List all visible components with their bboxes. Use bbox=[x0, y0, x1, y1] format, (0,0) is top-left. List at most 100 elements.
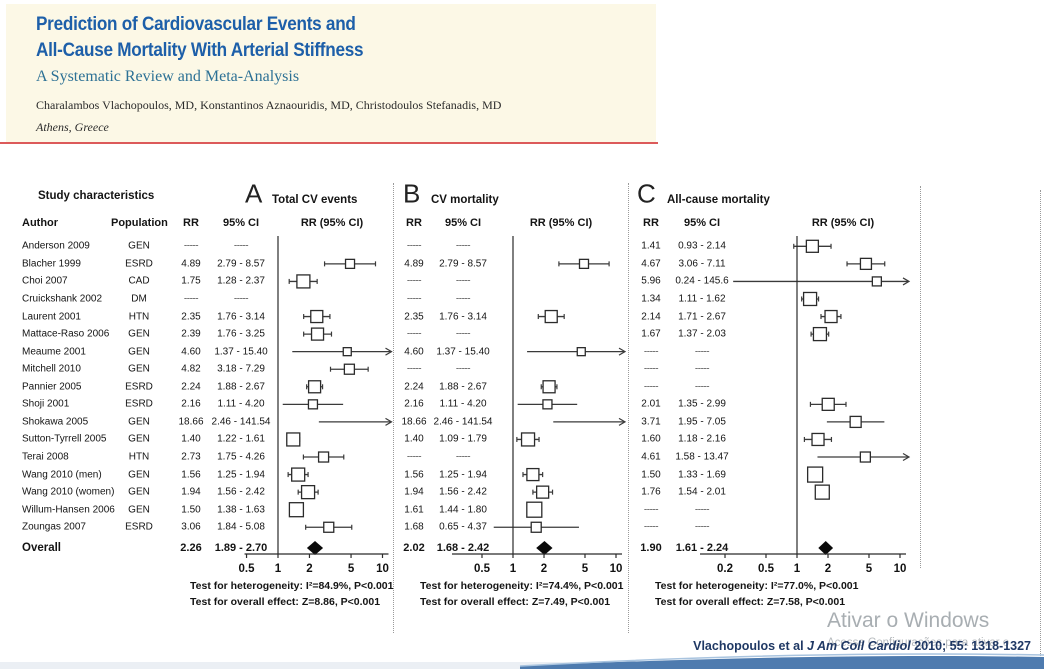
ci-value: 1.54 - 2.01 bbox=[678, 486, 726, 498]
rr-value: ----- bbox=[406, 240, 422, 252]
rr-value: ----- bbox=[406, 451, 422, 463]
effect-square bbox=[286, 432, 301, 447]
ci-value: 1.76 - 3.14 bbox=[217, 311, 265, 323]
panel-a-overall-effect: Test for overall effect: Z=8.86, P<0.001 bbox=[190, 596, 381, 608]
ci-value: 1.88 - 2.67 bbox=[217, 381, 265, 393]
study-population: GEN bbox=[128, 240, 150, 252]
panel-separator-bc bbox=[628, 183, 629, 633]
rr-value: 1.76 bbox=[641, 486, 661, 498]
rr-value: 2.24 bbox=[181, 381, 201, 393]
ci-value: 2.46 - 141.54 bbox=[211, 416, 271, 428]
overall-label: Overall bbox=[22, 542, 61, 554]
panel-a-letter: A bbox=[245, 178, 263, 209]
effect-square bbox=[542, 380, 556, 394]
overall-rr: 1.90 bbox=[640, 542, 662, 554]
rr-value: 2.16 bbox=[181, 398, 201, 410]
axis-tick-label: 1 bbox=[510, 563, 517, 575]
col-header-rr-c: RR bbox=[643, 217, 659, 229]
col-header-population: Population bbox=[111, 217, 168, 229]
rr-value: ----- bbox=[183, 293, 199, 305]
effect-square bbox=[849, 415, 862, 429]
study-author: Laurent 2001 bbox=[22, 311, 81, 323]
rr-value: 2.35 bbox=[181, 311, 201, 323]
study-population: ESRD bbox=[125, 258, 153, 270]
axis-tick-label: 0.5 bbox=[474, 563, 491, 575]
ci-value: 1.25 - 1.94 bbox=[439, 469, 487, 481]
ci-value: ----- bbox=[455, 451, 471, 463]
effect-square bbox=[526, 501, 543, 518]
col-header-author: Author bbox=[22, 217, 59, 229]
study-author: Shokawa 2005 bbox=[22, 416, 89, 428]
ci-value: 1.18 - 2.16 bbox=[678, 433, 726, 445]
effect-square bbox=[859, 257, 873, 271]
rr-value: 1.56 bbox=[181, 469, 201, 481]
ci-value: 1.11 - 4.20 bbox=[217, 398, 265, 410]
citation: Vlachopoulos et al J Am Coll Cardiol 201… bbox=[693, 639, 1031, 653]
overall-rr: 2.26 bbox=[180, 542, 202, 554]
effect-square bbox=[307, 380, 322, 394]
study-population: GEN bbox=[128, 469, 150, 481]
overall-diamond bbox=[536, 541, 553, 555]
effect-square bbox=[824, 309, 838, 324]
arrowhead bbox=[618, 417, 627, 426]
ci-value: 1.76 - 3.25 bbox=[217, 328, 265, 340]
ci-value: 3.06 - 7.11 bbox=[678, 258, 726, 270]
effect-square bbox=[812, 326, 828, 342]
panel-a-heterogeneity: Test for heterogeneity: I²=84.9%, P<0.00… bbox=[190, 580, 394, 592]
paper-subtitle: A Systematic Review and Meta-Analysis bbox=[36, 68, 300, 85]
col-header-plot-b: RR (95% CI) bbox=[529, 217, 593, 229]
effect-square bbox=[871, 276, 883, 287]
rr-value: 1.40 bbox=[404, 433, 424, 445]
rr-value: ----- bbox=[643, 521, 659, 533]
study-author: Terai 2008 bbox=[22, 451, 69, 463]
panel-b-heterogeneity: Test for heterogeneity: I²=74.4%, P<0.00… bbox=[420, 580, 624, 592]
ci-value: 1.35 - 2.99 bbox=[678, 398, 726, 410]
ci-value: 1.44 - 1.80 bbox=[439, 504, 487, 516]
axis-tick-label: 10 bbox=[610, 563, 623, 575]
windows-activation-watermark-sub: Acesse Configurações para ativar o bbox=[827, 637, 1010, 649]
ci-value: 1.76 - 3.14 bbox=[439, 311, 487, 323]
ci-value: 2.79 - 8.57 bbox=[439, 258, 487, 270]
effect-square bbox=[805, 239, 820, 253]
study-population: DM bbox=[131, 293, 147, 305]
axis-tick-label: 1 bbox=[275, 563, 282, 575]
study-population: GEN bbox=[128, 346, 150, 358]
rr-value: 1.34 bbox=[641, 293, 661, 305]
axis-tick-label: 2 bbox=[541, 563, 547, 575]
axis-tick-label: 0.5 bbox=[758, 563, 775, 575]
rr-value: ----- bbox=[643, 363, 659, 375]
rr-value: 1.94 bbox=[404, 486, 424, 498]
effect-square bbox=[296, 274, 311, 289]
ci-value: 1.11 - 1.62 bbox=[678, 293, 726, 305]
ci-value: 1.37 - 15.40 bbox=[214, 346, 268, 358]
rr-value: 5.96 bbox=[641, 275, 661, 287]
axis-tick-label: 2 bbox=[825, 563, 831, 575]
windows-activation-watermark: Ativar o Windows bbox=[827, 609, 990, 632]
rr-value: 4.60 bbox=[181, 346, 201, 358]
rr-value: 1.41 bbox=[641, 240, 661, 252]
ci-value: ----- bbox=[694, 521, 710, 533]
ci-value: ----- bbox=[694, 504, 710, 516]
ci-value: 1.95 - 7.05 bbox=[678, 416, 726, 428]
overall-ci: 1.61 - 2.24 bbox=[675, 542, 729, 554]
ci-value: 2.46 - 141.54 bbox=[433, 416, 493, 428]
ci-value: 0.24 - 145.6 bbox=[675, 275, 729, 287]
rr-value: 1.50 bbox=[641, 469, 661, 481]
study-population: GEN bbox=[128, 363, 150, 375]
ci-value: ----- bbox=[455, 328, 471, 340]
ci-value: ----- bbox=[233, 240, 249, 252]
ci-value: 1.58 - 13.47 bbox=[675, 451, 729, 463]
paper-header: Prediction of Cardiovascular Events and … bbox=[6, 4, 656, 142]
panel-b-title: CV mortality bbox=[431, 194, 499, 206]
ci-value: 1.38 - 1.63 bbox=[217, 504, 265, 516]
panel-a-title: Total CV events bbox=[272, 194, 358, 206]
overall-diamond bbox=[306, 541, 324, 555]
arrowhead bbox=[902, 453, 911, 462]
rr-value: ----- bbox=[406, 293, 422, 305]
rr-value: 2.01 bbox=[641, 398, 661, 410]
col-header-ci-c: 95% CI bbox=[683, 217, 721, 229]
axis-tick-label: 2 bbox=[306, 563, 312, 575]
rr-value: ----- bbox=[643, 504, 659, 516]
study-population: HTN bbox=[128, 451, 150, 463]
study-author: Wang 2010 (men) bbox=[22, 469, 102, 481]
